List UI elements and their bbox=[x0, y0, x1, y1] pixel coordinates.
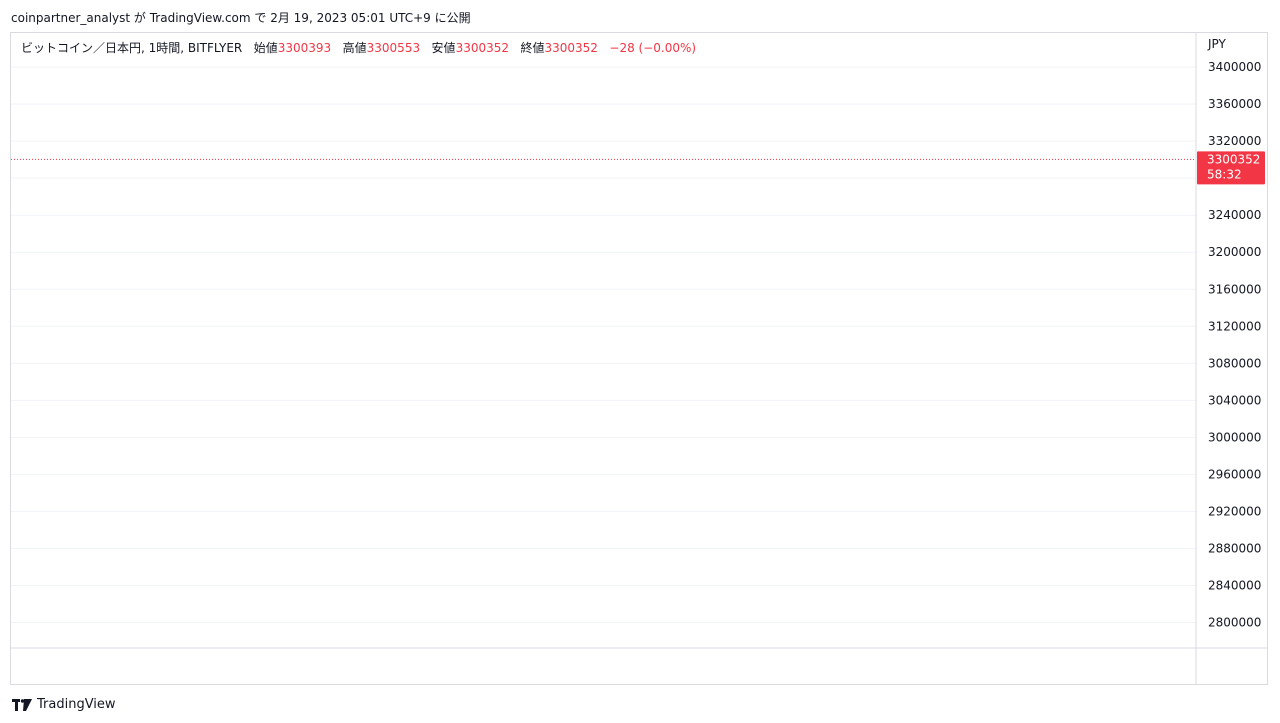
price-tag-price: 3300352 bbox=[1207, 152, 1260, 166]
legend-low-value: 3300352 bbox=[455, 41, 510, 55]
price-tag-background bbox=[1197, 151, 1265, 185]
legend-low-label: 安値 bbox=[431, 41, 456, 55]
chart-frame bbox=[10, 32, 1268, 685]
y-tick-3360000: 3360000 bbox=[1208, 97, 1261, 111]
y-tick-3320000: 3320000 bbox=[1208, 134, 1261, 148]
time-axis: 111213141516171819 bbox=[11, 647, 1267, 649]
y-tick-3080000: 3080000 bbox=[1208, 356, 1261, 370]
y-tick-3400000: 3400000 bbox=[1208, 60, 1261, 74]
y-tick-3120000: 3120000 bbox=[1208, 319, 1261, 333]
legend-high-label: 高値 bbox=[342, 41, 367, 55]
y-tick-2960000: 2960000 bbox=[1208, 467, 1261, 481]
footer-brand-label: TradingView bbox=[37, 697, 116, 712]
legend-symbol: ビットコイン／日本円, 1時間, BITFLYER bbox=[21, 41, 243, 55]
axis-unit-label: JPY bbox=[1208, 37, 1226, 51]
y-tick-3000000: 3000000 bbox=[1208, 430, 1261, 444]
publish-credit: coinpartner_analyst が TradingView.com で … bbox=[11, 11, 471, 25]
y-tick-2920000: 2920000 bbox=[1208, 504, 1261, 518]
tradingview-logo-icon bbox=[12, 698, 32, 711]
legend-open-value: 3300393 bbox=[277, 41, 332, 55]
grid-lines bbox=[11, 66, 1196, 623]
y-tick-3200000: 3200000 bbox=[1208, 245, 1261, 259]
y-tick-3160000: 3160000 bbox=[1208, 282, 1261, 296]
footer-brand[interactable]: TradingView bbox=[12, 697, 116, 712]
y-tick-3240000: 3240000 bbox=[1208, 208, 1261, 222]
y-tick-2880000: 2880000 bbox=[1208, 541, 1261, 555]
y-tick-3040000: 3040000 bbox=[1208, 393, 1261, 407]
chart-legend: ビットコイン／日本円, 1時間, BITFLYER 始値3300393 高値33… bbox=[21, 39, 696, 56]
y-tick-2840000: 2840000 bbox=[1208, 578, 1261, 592]
legend-change: −28 (−0.00%) bbox=[609, 41, 697, 55]
y-tick-2800000: 2800000 bbox=[1208, 616, 1261, 630]
legend-high-value: 3300553 bbox=[366, 41, 421, 55]
price-tag-countdown: 58:32 bbox=[1207, 167, 1242, 181]
legend-close-value: 3300352 bbox=[544, 41, 598, 55]
price-axis: 3400000336000033200003280000324000032000… bbox=[1195, 33, 1261, 684]
legend-close-label: 終値 bbox=[520, 41, 545, 55]
legend-open-label: 始値 bbox=[253, 41, 278, 55]
